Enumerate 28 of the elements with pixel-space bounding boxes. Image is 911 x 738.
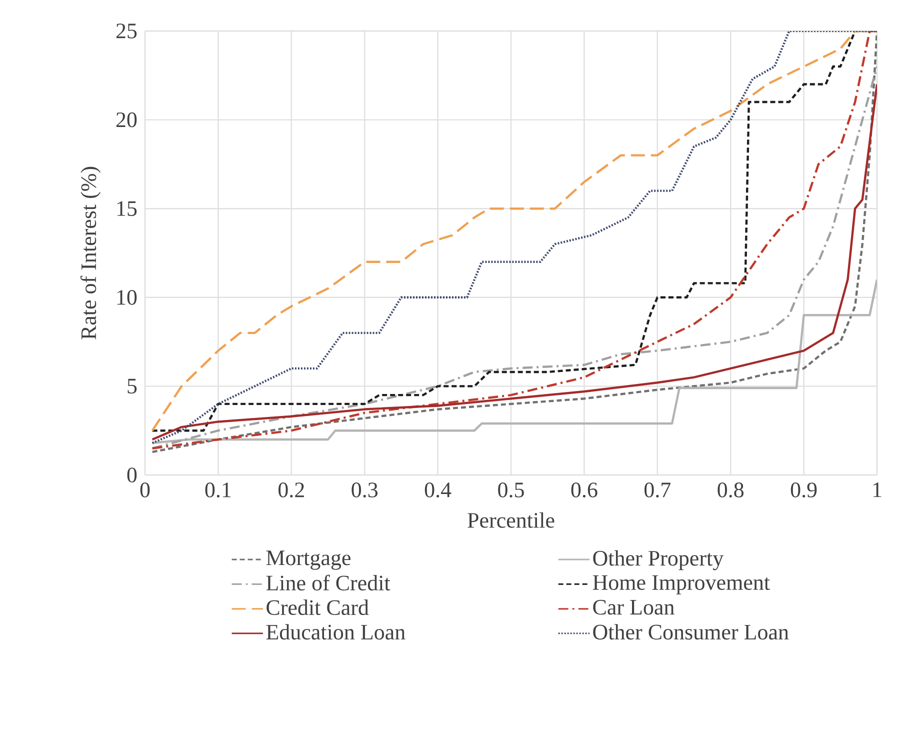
x-tick-label: 1: [873, 482, 882, 498]
legend-label: Other Consumer Loan: [593, 624, 789, 640]
y-tick-label: 15: [117, 201, 137, 216]
x-axis-title: Percentile: [468, 512, 554, 528]
x-tick-label: 0: [140, 482, 150, 498]
x-tick-label: 0.2: [278, 482, 304, 498]
x-tick-label: 0.9: [790, 482, 817, 498]
legend-label: Line of Credit: [266, 574, 390, 590]
y-tick-label: 0: [127, 468, 137, 482]
y-axis-title: Rate of Interest (%): [80, 166, 101, 340]
line-series: [151, 278, 878, 444]
legend-label: Education Loan: [266, 624, 406, 640]
legend-label: Mortgage: [266, 550, 350, 570]
legend-label: Other Property: [593, 550, 724, 570]
x-tick-label: 0.5: [498, 482, 524, 498]
x-tick-label: 0.7: [644, 482, 671, 498]
x-tick-label: 0.3: [352, 482, 378, 498]
x-tick-label: 0.6: [571, 482, 598, 498]
x-tick-label: 0.4: [424, 482, 452, 498]
x-tick-label: 0.8: [718, 482, 744, 498]
y-tick-label: 25: [116, 24, 137, 38]
x-tick-label: 0.1: [205, 482, 231, 498]
y-tick-label: 5: [128, 378, 137, 394]
legend-label: Credit Card: [266, 600, 369, 616]
y-tick-label: 20: [116, 112, 137, 128]
legend-label: Home Improvement: [592, 575, 770, 594]
y-tick-label: 10: [117, 290, 137, 305]
legend-label: Car Loan: [593, 600, 674, 615]
